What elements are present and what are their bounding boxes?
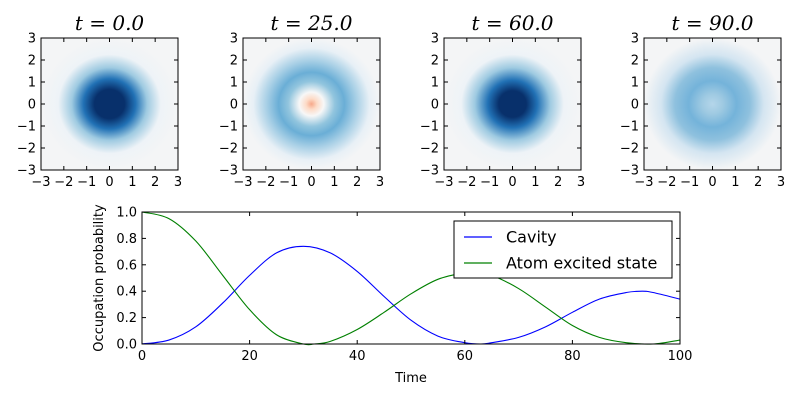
x-tick-label: −3 (233, 175, 252, 190)
x-tick-label: 1 (330, 175, 338, 190)
heatmap-title: t = 90.0 (671, 11, 753, 35)
y-tick-label: −2 (219, 142, 238, 157)
y-tick-label: 0 (28, 98, 36, 113)
y-tick-label: −1 (620, 120, 639, 135)
x-tick-label: −3 (31, 175, 50, 190)
x-tick-label: 100 (668, 349, 693, 364)
x-tick-label: 1 (128, 175, 136, 190)
x-tick-label: 2 (151, 175, 159, 190)
x-tick-label: 3 (577, 175, 585, 190)
heatmap-image (644, 38, 781, 170)
y-tick-label: 2 (230, 54, 238, 69)
y-tick-label: 1 (631, 76, 639, 91)
series-line-cavity (141, 245, 681, 345)
y-tick-label: −3 (420, 164, 439, 179)
x-tick-label: −2 (54, 175, 73, 190)
x-tick-label: −1 (77, 175, 96, 190)
y-tick-label: 3 (631, 32, 639, 47)
y-tick-label: 1 (28, 76, 36, 91)
x-tick-label: 80 (564, 349, 581, 364)
heatmap-title: t = 0.0 (75, 11, 145, 35)
heatmap-image (243, 38, 380, 170)
y-tick-label: −3 (219, 164, 238, 179)
x-tick-label: 0 (105, 175, 113, 190)
x-tick-label: −2 (657, 175, 676, 190)
y-tick-label: 0.8 (116, 232, 137, 247)
line-chart: 0 20 40 60 80 100 0.0 0.2 0.4 0.6 0.8 1.0 Time Occupa… (92, 204, 692, 386)
y-tick-label: 0.0 (116, 338, 137, 353)
x-tick-label: 0 (307, 175, 315, 190)
y-tick-label: 3 (230, 32, 238, 47)
heatmap-title: t = 60.0 (471, 11, 553, 35)
x-tick-label: 2 (754, 175, 762, 190)
x-tick-label: 1 (531, 175, 539, 190)
y-tick-label: −1 (17, 120, 36, 135)
y-tick-label: 2 (631, 54, 639, 69)
y-axis-label: Occupation probability (92, 204, 107, 352)
y-tick-label: 1.0 (116, 206, 137, 221)
y-tick-label: 0.4 (116, 285, 137, 300)
x-tick-label: −3 (634, 175, 653, 190)
x-tick-label: −3 (434, 175, 453, 190)
y-tick-label: 0 (431, 98, 439, 113)
legend-label: Cavity (506, 228, 557, 247)
y-tick-label: 3 (28, 32, 36, 47)
y-tick-label: 0.6 (116, 258, 137, 273)
x-tick-label: 60 (457, 349, 474, 364)
x-tick-label: 20 (241, 349, 258, 364)
series-line-atom-excited-state (141, 211, 681, 346)
x-tick-label: 3 (376, 175, 384, 190)
x-tick-label: 3 (174, 175, 182, 190)
legend: Cavity Atom excited state (453, 220, 673, 279)
x-axis-label: Time (394, 371, 427, 386)
y-tick-label: 1 (230, 76, 238, 91)
y-tick-label: 1 (431, 76, 439, 91)
x-tick-label: 2 (554, 175, 562, 190)
x-tick-label: −1 (680, 175, 699, 190)
x-tick-label: 3 (777, 175, 785, 190)
plot-frame (141, 211, 681, 345)
x-tick-label: 0 (138, 349, 146, 364)
y-tick-label: −1 (420, 120, 439, 135)
heatmap-title: t = 25.0 (270, 11, 352, 35)
heatmap-image (41, 38, 178, 170)
x-tick-label: −2 (457, 175, 476, 190)
y-tick-label: 0.2 (116, 311, 137, 326)
y-tick-label: 2 (431, 54, 439, 69)
x-tick-label: 2 (353, 175, 361, 190)
y-tick-label: −2 (620, 142, 639, 157)
x-tick-label: −1 (279, 175, 298, 190)
y-tick-label: 0 (230, 98, 238, 113)
x-tick-label: 40 (349, 349, 366, 364)
x-tick-label: 1 (731, 175, 739, 190)
x-tick-label: 0 (508, 175, 516, 190)
legend-box (453, 220, 673, 279)
y-tick-label: 0 (631, 98, 639, 113)
y-tick-label: −2 (420, 142, 439, 157)
y-tick-label: −3 (17, 164, 36, 179)
heatmap-image (444, 38, 581, 170)
x-tick-label: −2 (256, 175, 275, 190)
y-tick-label: −3 (620, 164, 639, 179)
x-tick-label: 0 (708, 175, 716, 190)
x-tick-label: −1 (480, 175, 499, 190)
y-tick-label: −1 (219, 120, 238, 135)
y-tick-label: −2 (17, 142, 36, 157)
y-tick-label: 2 (28, 54, 36, 69)
legend-label: Atom excited state (506, 254, 657, 273)
y-tick-label: 3 (431, 32, 439, 47)
